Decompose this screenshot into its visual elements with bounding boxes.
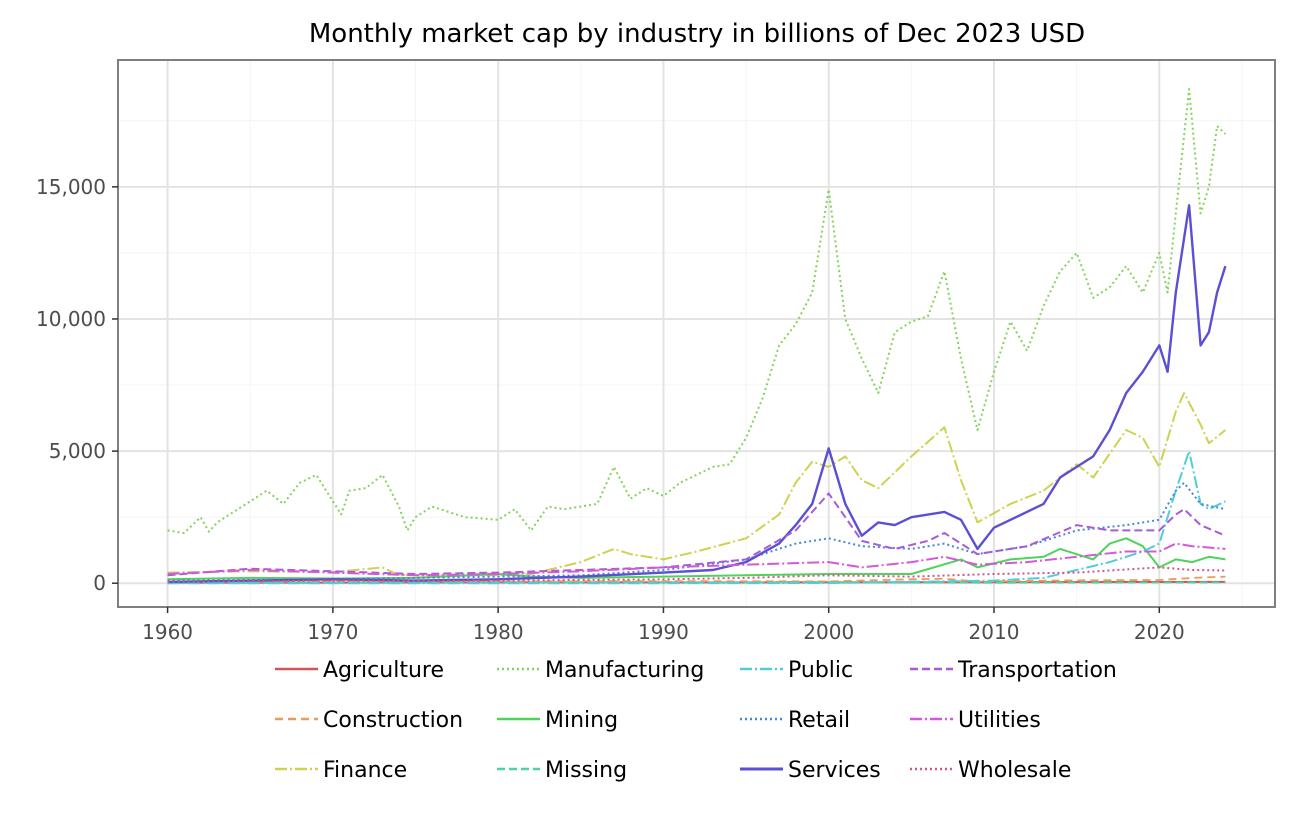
x-tick-label: 1970 (307, 620, 358, 644)
legend: Agriculture Construction Finance Manufactur… (275, 658, 1117, 783)
series-line-finance (167, 392, 1227, 577)
legend-label-agriculture: Agriculture (323, 658, 444, 683)
series-line-utilities (167, 542, 1226, 577)
legend-label-wholesale: Wholesale (958, 758, 1071, 783)
x-axis: 1960 1970 1980 1990 2000 2010 2020 (142, 607, 1185, 644)
series-line-public (167, 450, 1226, 585)
legend-label-missing: Missing (545, 758, 627, 783)
y-tick-label: 10,000 (36, 307, 106, 331)
x-tick-label: 2000 (803, 620, 854, 644)
legend-label-finance: Finance (323, 758, 407, 783)
series-line-manufacturing (167, 88, 1227, 534)
y-tick-label: 0 (93, 571, 106, 595)
legend-label-utilities: Utilities (958, 708, 1041, 733)
legend-label-services: Services (788, 758, 881, 783)
chart-title: Monthly market cap by industry in billio… (309, 19, 1085, 49)
x-tick-label: 1980 (473, 620, 524, 644)
x-tick-label: 2010 (969, 620, 1020, 644)
legend-label-manufacturing: Manufacturing (545, 658, 704, 683)
legend-label-transportation: Transportation (957, 658, 1117, 683)
plot-border (117, 59, 1276, 608)
series-line-transportation (167, 492, 1226, 577)
x-tick-label: 1990 (638, 620, 689, 644)
y-tick-label: 15,000 (36, 175, 106, 199)
x-tick-label: 1960 (142, 620, 193, 644)
legend-label-mining: Mining (545, 708, 618, 733)
plot-lines (167, 88, 1227, 585)
legend-label-construction: Construction (323, 708, 463, 733)
series-line-services (167, 204, 1227, 584)
legend-label-public: Public (788, 658, 853, 683)
y-axis: 0 5,000 10,000 15,000 (36, 175, 118, 595)
y-tick-label: 5,000 (49, 439, 106, 463)
x-tick-label: 2020 (1134, 620, 1185, 644)
series-line-construction (167, 575, 1226, 583)
legend-label-retail: Retail (788, 708, 850, 733)
